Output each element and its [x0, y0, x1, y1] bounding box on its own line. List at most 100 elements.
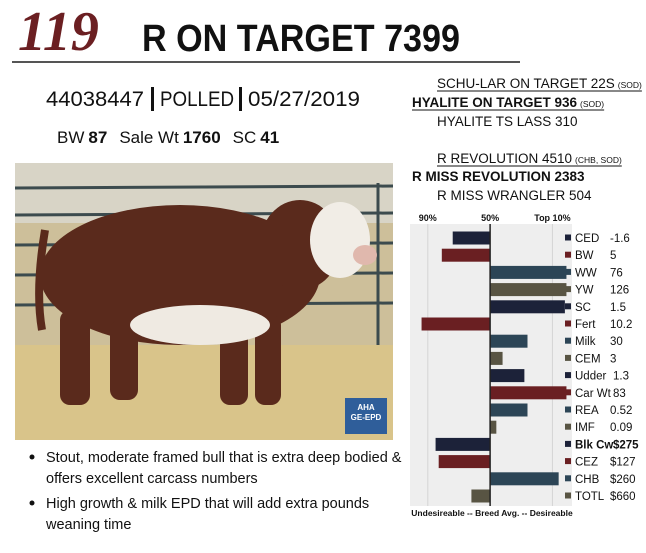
stat-value: 41 [260, 128, 279, 147]
stat-value: 87 [88, 128, 107, 147]
bullet-text: offers excellent carcass numbers [46, 471, 258, 487]
x-tick-label: 50% [481, 213, 499, 223]
pedigree-name: HYALITE ON TARGET 936 [412, 95, 578, 110]
trait-name: CEZ [575, 457, 598, 469]
trait-epd: -1.6 [610, 233, 630, 245]
trait-epd: 30 [610, 336, 623, 348]
bar [490, 403, 528, 417]
badge-label: GE-EPD [351, 413, 382, 422]
trait-epd: 76 [610, 267, 623, 279]
pedigree-note: (SOD) [580, 99, 604, 109]
pedigree-name: R MISS REVOLUTION 2383 [412, 169, 585, 184]
pedigree-note: (SOD) [618, 80, 642, 90]
trait-epd: 5 [610, 250, 616, 262]
legend-swatch [565, 372, 571, 379]
trait-epd: 126 [610, 285, 629, 297]
pedigree-name: SCHU-LAR ON TARGET 22S [437, 76, 615, 91]
pedigree-name: R REVOLUTION 4510 [437, 151, 572, 166]
legend-swatch [565, 251, 571, 258]
legend-swatch [565, 234, 571, 241]
bar [421, 317, 491, 331]
trait-epd: 1.3 [613, 371, 629, 383]
bar [441, 248, 491, 262]
bullet-text: Stout, moderate framed bull that is extr… [46, 450, 402, 466]
bar [435, 437, 491, 451]
bar [490, 420, 497, 434]
pedigree-name: R MISS WRANGLER 504 [437, 188, 592, 203]
bar [438, 455, 491, 469]
separator [239, 87, 242, 111]
bullet-text: High growth & milk EPD that will add ext… [46, 496, 369, 512]
trait-name: REA [575, 405, 599, 417]
legend-swatch [565, 337, 571, 344]
legend-swatch [565, 320, 571, 327]
trait-epd: $660 [610, 491, 636, 503]
epd-chart: 90% 50% Top 10% CED -1.6 BW 5 WW 76 YW 126 SC 1.5 Fer… [410, 213, 639, 518]
bullets: Stout, moderate framed bull that is extr… [29, 450, 402, 533]
legend-swatch [565, 389, 571, 396]
trait-name: WW [575, 267, 597, 279]
trait-name: Car Wt [575, 388, 612, 400]
legend-swatch [565, 268, 571, 275]
polled-status: POLLED [160, 88, 234, 111]
x-tick-label: Top 10% [534, 213, 570, 223]
bar [452, 231, 491, 245]
trait-name: BW [575, 250, 594, 262]
trait-name: SC [575, 302, 591, 314]
trait-name: Blk Cw [575, 439, 613, 451]
trait-name: CHB [575, 474, 600, 486]
bar [490, 265, 567, 279]
bar [471, 489, 491, 503]
bar [490, 369, 525, 383]
birth-date: 05/27/2019 [248, 88, 360, 111]
legend-swatch [565, 475, 571, 482]
separator [151, 87, 154, 111]
trait-name: CED [575, 233, 599, 245]
bar [490, 386, 567, 400]
legend-swatch [565, 354, 571, 361]
x-tick-label: 90% [419, 213, 437, 223]
animal-name: R ON TARGET 7399 [142, 18, 460, 60]
stats: BW 87 Sale Wt 1760 SC 41 [57, 128, 279, 147]
bar [490, 334, 528, 348]
trait-epd: $275 [613, 439, 639, 451]
badge-label: AHA [357, 403, 375, 412]
legend-swatch [565, 286, 571, 293]
trait-epd: 0.09 [610, 422, 632, 434]
bullet-dot [29, 454, 35, 460]
pedigree-note: (CHB, SOD) [575, 155, 622, 165]
bar [490, 351, 503, 365]
trait-name: Milk [575, 336, 596, 348]
trait-name: TOTL [575, 491, 605, 503]
bull [35, 200, 377, 405]
pedigree: SCHU-LAR ON TARGET 22S (SOD)HYALITE ON TA… [412, 76, 642, 203]
trait-name: IMF [575, 422, 595, 434]
trait-epd: $127 [610, 457, 636, 469]
trait-epd: 3 [610, 353, 616, 365]
legend-swatch [565, 458, 571, 465]
trait-epd: 0.52 [610, 405, 632, 417]
stat-label: SC [233, 128, 257, 147]
legend-swatch [565, 440, 571, 447]
bullet-text: weaning time [45, 517, 131, 533]
trait-epd: 10.2 [610, 319, 632, 331]
badge [345, 398, 387, 434]
stat-value: 1760 [183, 128, 221, 147]
trait-epd: 1.5 [610, 302, 626, 314]
lot-number: 119 [18, 1, 99, 63]
bar [490, 283, 567, 297]
trait-name: Fert [575, 319, 596, 331]
bar [490, 300, 565, 314]
trait-name: CEM [575, 353, 601, 365]
legend-swatch [565, 406, 571, 413]
registration: 44038447 [46, 88, 144, 111]
trait-epd: $260 [610, 474, 636, 486]
bullet-dot [29, 500, 35, 506]
stat-label: BW [57, 128, 84, 147]
legend-swatch [565, 492, 571, 499]
legend-swatch [565, 303, 571, 310]
trait-name: Udder [575, 371, 606, 383]
